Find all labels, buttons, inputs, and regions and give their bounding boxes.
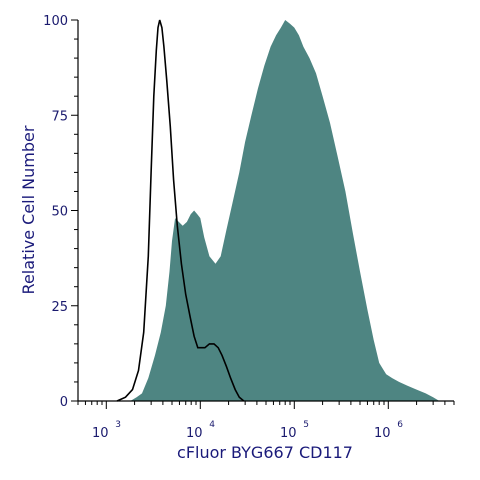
y-ticks-layer: 0 25 50 75 100 <box>43 14 78 410</box>
y-tick-label: 75 <box>51 109 68 124</box>
x-tick-label: 10 <box>374 426 391 441</box>
y-tick-label: 0 <box>60 395 68 410</box>
x-tick-label: 10 <box>280 426 297 441</box>
y-tick-label: 50 <box>51 205 68 220</box>
y-tick-label: 25 <box>51 300 68 315</box>
x-ticks-layer: 10 3 10 4 10 5 10 6 <box>77 401 455 441</box>
y-tick-label: 100 <box>43 14 68 29</box>
x-tick-label: 10 <box>186 426 203 441</box>
x-tick-exponent: 6 <box>397 420 403 430</box>
outline-histogram-series <box>116 19 245 402</box>
filled-histogram-layer <box>130 20 440 401</box>
x-tick-exponent: 3 <box>115 420 121 430</box>
x-tick-label: 10 <box>92 426 109 441</box>
x-tick-exponent: 4 <box>209 420 215 430</box>
outline-histogram-layer <box>116 19 245 402</box>
x-tick-exponent: 5 <box>303 420 309 430</box>
filled-histogram-series <box>130 20 440 401</box>
x-axis-title: cFluor BYG667 CD117 <box>177 443 353 462</box>
y-axis-title: Relative Cell Number <box>19 125 38 294</box>
